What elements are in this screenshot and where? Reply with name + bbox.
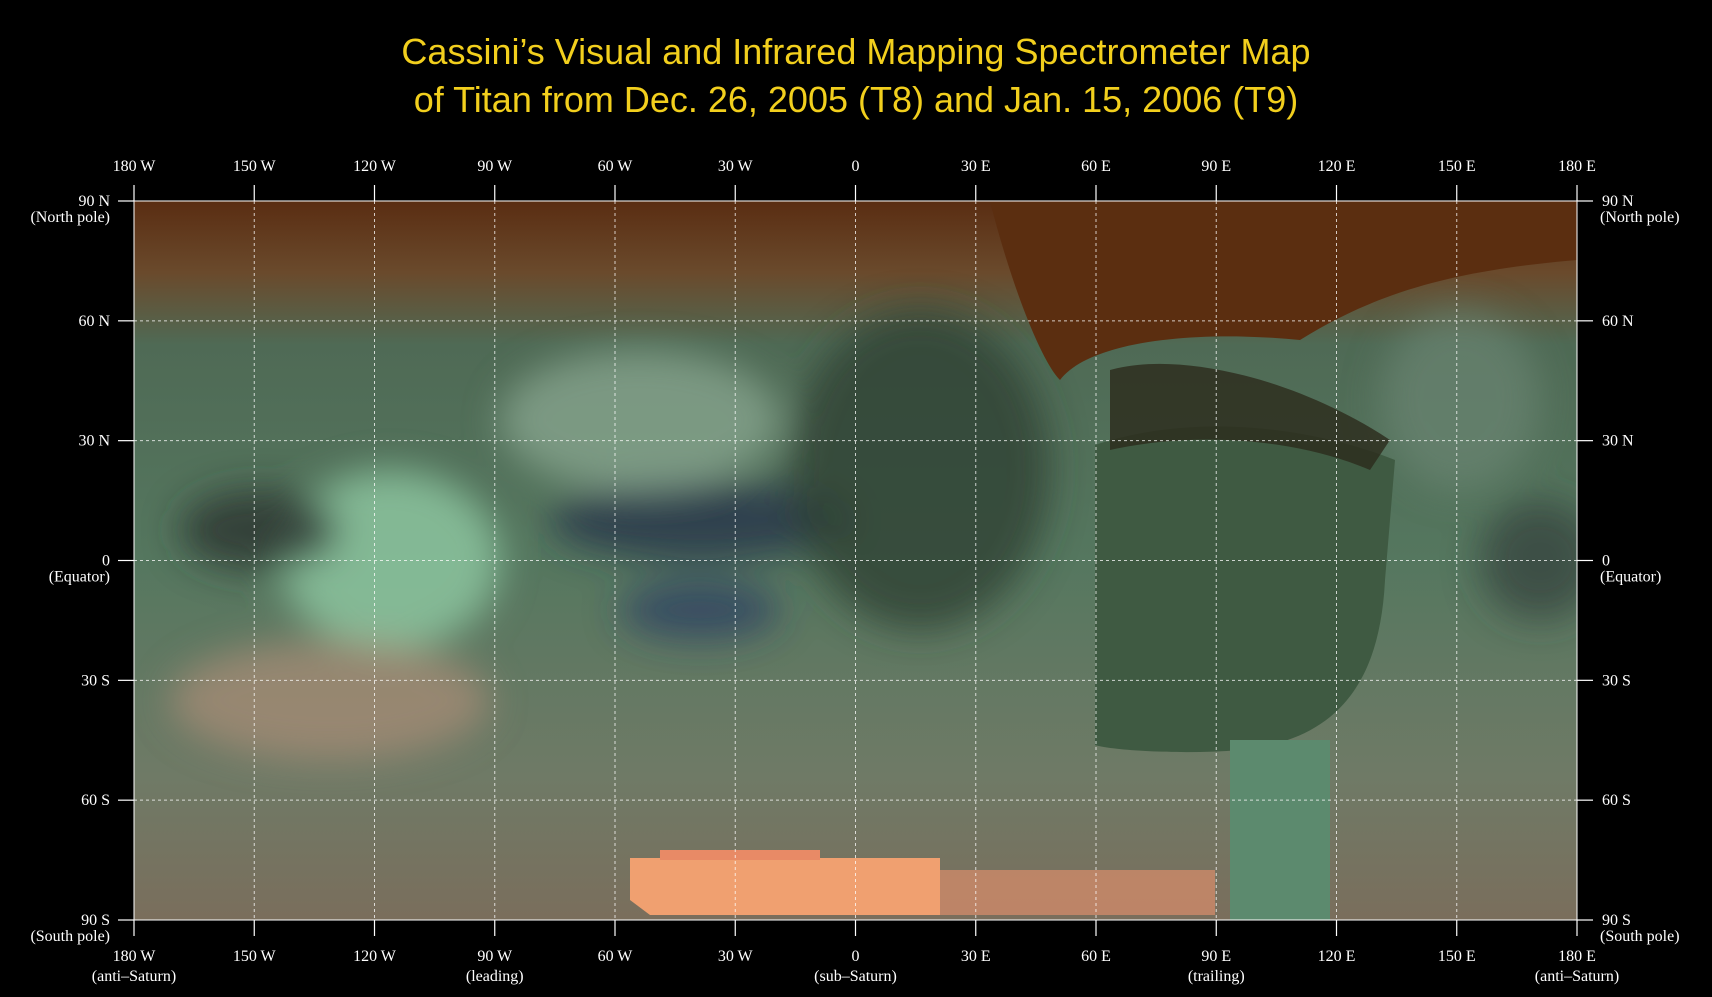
longitude-label: 60 W	[598, 948, 634, 965]
latitude-label: 90 S	[81, 912, 110, 929]
latitude-label: 60 S	[1602, 792, 1631, 809]
longitude-note: (anti–Saturn)	[1535, 968, 1619, 985]
latitude-label: 90 N	[1602, 193, 1634, 210]
latitude-label: 30 S	[81, 672, 110, 689]
graticule	[118, 185, 1593, 936]
longitude-label: 150 W	[233, 158, 277, 175]
latitude-label: 90 N	[78, 193, 110, 210]
latitude-label: 90 S	[1602, 912, 1631, 929]
longitude-label: 30 W	[718, 158, 754, 175]
title-line: Cassini’s Visual and Infrared Mapping Sp…	[401, 31, 1310, 72]
longitude-label: 30 W	[718, 948, 754, 965]
longitude-label: 60 E	[1081, 158, 1111, 175]
longitude-label: 150 E	[1438, 158, 1476, 175]
longitude-label: 90 W	[477, 158, 513, 175]
longitude-note: (leading)	[466, 968, 524, 985]
latitude-label: 0	[102, 553, 110, 570]
longitude-label: 120 W	[353, 158, 397, 175]
latitude-note: (South pole)	[30, 928, 110, 945]
longitude-label: 0	[852, 948, 860, 965]
latitude-label: 30 N	[1602, 433, 1634, 450]
longitude-label: 60 E	[1081, 948, 1111, 965]
longitude-note: (sub–Saturn)	[814, 968, 897, 985]
longitude-label: 120 W	[353, 948, 397, 965]
longitude-label: 30 E	[961, 158, 991, 175]
latitude-note: (Equator)	[49, 569, 110, 586]
latitude-note: (South pole)	[1600, 928, 1680, 945]
longitude-label: 60 W	[598, 158, 634, 175]
title-line: of Titan from Dec. 26, 2005 (T8) and Jan…	[414, 79, 1298, 120]
longitude-label: 120 E	[1318, 158, 1356, 175]
latitude-note: (North pole)	[1600, 209, 1680, 226]
latitude-note: (North pole)	[30, 209, 110, 226]
longitude-label: 120 E	[1318, 948, 1356, 965]
longitude-label: 90 E	[1201, 948, 1231, 965]
latitude-label: 60 S	[81, 792, 110, 809]
longitude-label: 180 E	[1558, 948, 1596, 965]
latitude-note: (Equator)	[1600, 569, 1661, 586]
latitude-label: 60 N	[78, 313, 110, 330]
longitude-label: 0	[852, 158, 860, 175]
latitude-label: 30 S	[1602, 672, 1631, 689]
longitude-label: 90 W	[477, 948, 513, 965]
longitude-label: 180 E	[1558, 158, 1596, 175]
latitude-label: 0	[1602, 553, 1610, 570]
longitude-label: 150 W	[233, 948, 277, 965]
latitude-label: 60 N	[1602, 313, 1634, 330]
longitude-label: 150 E	[1438, 948, 1476, 965]
longitude-note: (trailing)	[1188, 968, 1245, 985]
longitude-label: 30 E	[961, 948, 991, 965]
longitude-label: 180 W	[113, 158, 157, 175]
longitude-label: 180 W	[113, 948, 157, 965]
longitude-note: (anti–Saturn)	[92, 968, 176, 985]
longitude-label: 90 E	[1201, 158, 1231, 175]
latitude-label: 30 N	[78, 433, 110, 450]
